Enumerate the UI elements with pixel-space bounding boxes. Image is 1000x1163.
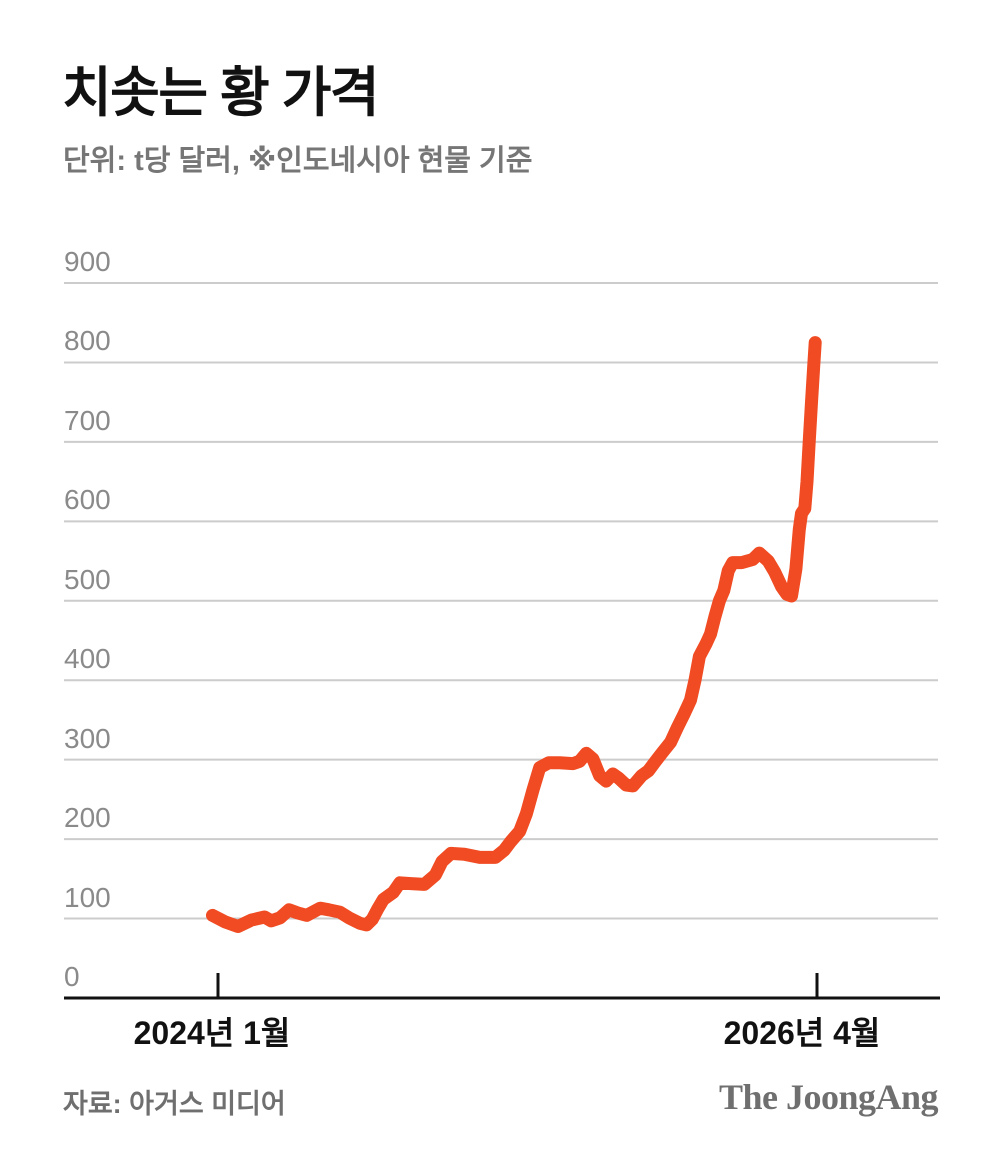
chart-title: 치솟는 황 가격 — [62, 63, 380, 123]
joongang-logo: The JoongAng — [718, 1077, 939, 1117]
x-tick-label-0: 2024년 1월 — [133, 1015, 291, 1051]
y-tick-label-200: 200 — [64, 802, 111, 834]
price-line-series — [206, 336, 822, 933]
y-tick-label-500: 500 — [64, 563, 111, 595]
y-tick-label-400: 400 — [64, 643, 111, 675]
y-tick-label-600: 600 — [64, 484, 111, 516]
x-tick-label-1: 2026년 4월 — [723, 1015, 881, 1051]
y-tick-label-100: 100 — [64, 881, 111, 913]
y-tick-label-0: 0 — [64, 961, 80, 992]
y-tick-label-800: 800 — [64, 325, 111, 357]
source-note: 자료: 아거스 미디어 — [63, 1089, 286, 1119]
y-tick-label-900: 900 — [64, 246, 111, 277]
y-tick-label-300: 300 — [64, 722, 111, 754]
chart-unit-note: 단위: t당 달러, ※인도네시아 현물 기준 — [63, 145, 533, 177]
y-tick-label-700: 700 — [64, 404, 111, 436]
